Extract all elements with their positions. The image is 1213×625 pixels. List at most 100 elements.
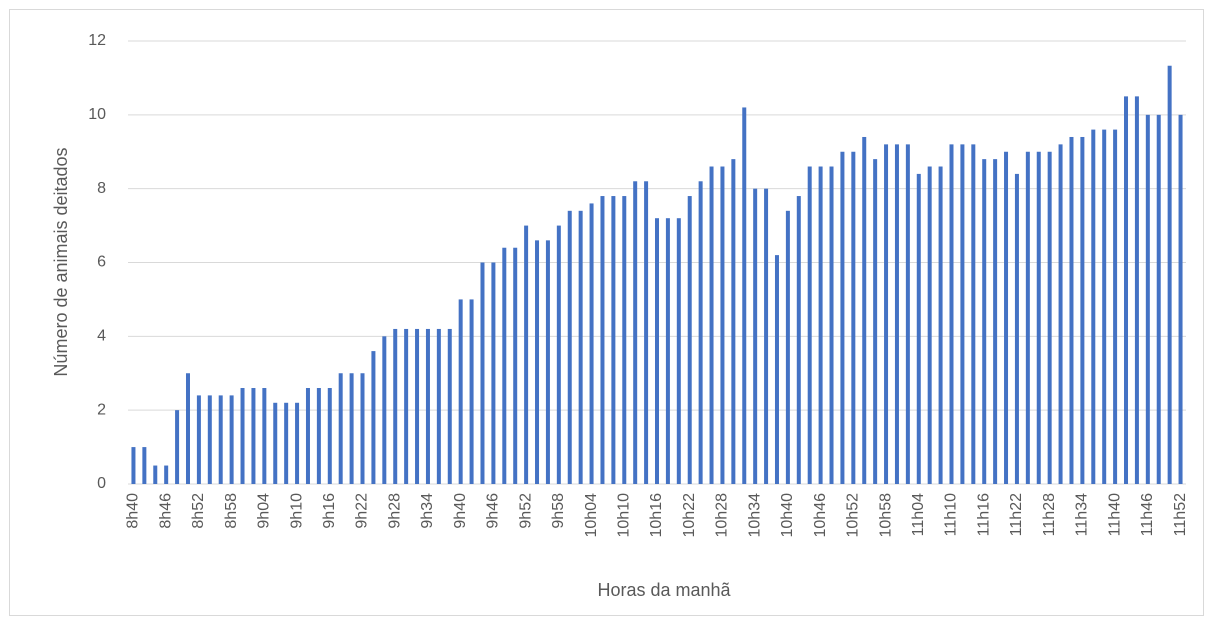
x-tick-label: 10h28	[714, 493, 731, 538]
x-axis-title: Horas da manhã	[597, 580, 731, 600]
bar	[284, 402, 289, 484]
bar	[404, 328, 409, 484]
bar	[862, 136, 867, 484]
bar	[655, 218, 659, 484]
bar	[535, 240, 540, 484]
y-tick-label: 2	[97, 401, 106, 418]
bar	[1102, 129, 1107, 484]
bar	[665, 218, 670, 484]
bar	[578, 210, 583, 485]
bar	[164, 465, 169, 484]
bar	[676, 218, 681, 484]
bar	[884, 144, 889, 484]
bar	[1134, 96, 1139, 484]
y-axis-title: Número de animais deitados	[51, 147, 71, 376]
x-tick-label: 11h04	[910, 493, 927, 536]
x-tick-label: 11h10	[943, 493, 960, 536]
bar	[567, 210, 572, 485]
bar	[840, 151, 845, 484]
bar	[491, 262, 496, 484]
bar	[262, 388, 267, 484]
bar	[218, 395, 223, 484]
bar	[709, 166, 714, 484]
bar	[175, 410, 180, 484]
x-tick-label: 10h58	[877, 493, 894, 538]
x-tick-label: 10h52	[845, 493, 862, 538]
bar	[295, 402, 300, 484]
x-tick-label: 8h52	[190, 493, 207, 529]
bar	[393, 328, 398, 484]
bar	[153, 465, 158, 484]
bar	[785, 210, 790, 485]
x-tick-label: 9h46	[485, 493, 502, 529]
bar	[1036, 151, 1041, 484]
bar	[600, 196, 605, 485]
bar	[938, 166, 943, 484]
bar	[1047, 151, 1052, 484]
bar	[305, 388, 310, 484]
bar	[436, 328, 441, 484]
bar	[349, 373, 354, 484]
x-tick-label: 9h52	[517, 493, 534, 529]
bar	[829, 166, 834, 484]
x-tick-label: 11h28	[1041, 493, 1058, 536]
bar	[1124, 96, 1129, 484]
bar	[131, 447, 136, 484]
bar	[927, 166, 932, 484]
bar	[458, 299, 463, 484]
bar	[316, 388, 321, 484]
x-tick-label: 11h46	[1139, 493, 1156, 536]
bar	[1025, 151, 1030, 484]
bar	[1091, 129, 1096, 484]
x-tick-label: 9h34	[419, 493, 436, 529]
bar	[742, 107, 747, 484]
bar	[382, 336, 387, 484]
x-tick-label: 10h22	[681, 493, 698, 538]
bar	[796, 196, 801, 485]
bar	[894, 144, 899, 484]
y-tick-label: 8	[97, 180, 106, 197]
bar	[905, 144, 910, 484]
bar	[633, 181, 638, 485]
bar	[818, 166, 823, 484]
bar	[949, 144, 954, 484]
bar	[447, 328, 452, 484]
bar	[469, 299, 474, 484]
bar	[1145, 114, 1150, 484]
x-tick-label: 10h04	[583, 493, 600, 538]
bar	[251, 388, 256, 484]
y-tick-label: 6	[97, 254, 106, 271]
bar	[960, 144, 965, 484]
bar	[1178, 114, 1183, 484]
y-tick-label: 12	[88, 32, 106, 49]
bar	[851, 151, 856, 484]
y-tick-label: 10	[88, 106, 106, 123]
bar	[556, 225, 561, 485]
x-tick-label: 10h10	[615, 493, 632, 538]
bar	[916, 173, 921, 484]
bar	[207, 395, 212, 484]
bar	[142, 447, 147, 484]
bar	[240, 388, 245, 484]
bar	[1080, 136, 1085, 484]
bar	[764, 188, 769, 484]
bar	[774, 255, 779, 484]
x-tick-label: 9h04	[256, 493, 273, 529]
bar	[1069, 136, 1074, 484]
x-tick-label: 10h16	[648, 493, 665, 538]
x-tick-label: 11h16	[975, 493, 992, 536]
bar	[589, 203, 594, 484]
x-tick-label: 9h22	[354, 493, 371, 529]
bar	[185, 373, 190, 484]
bar	[545, 240, 550, 484]
bar	[229, 395, 234, 484]
bar	[982, 159, 987, 484]
bar	[338, 373, 343, 484]
bar	[273, 402, 278, 484]
x-tick-label: 11h34	[1074, 493, 1091, 536]
bar	[1167, 65, 1172, 485]
bar	[1014, 173, 1019, 484]
x-tick-label: 10h46	[812, 493, 829, 538]
